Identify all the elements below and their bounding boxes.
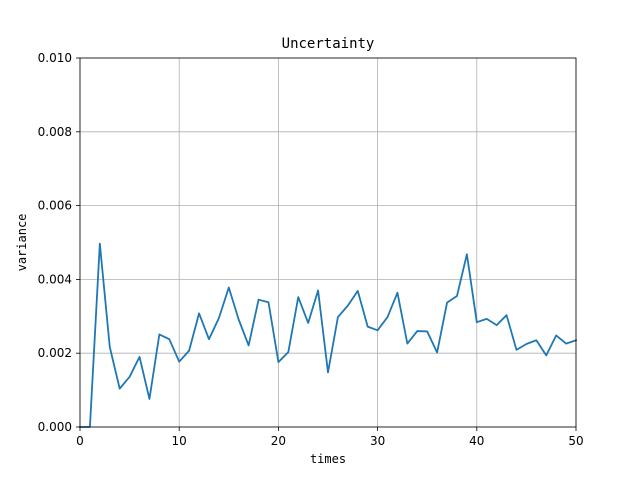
x-tick-label: 30 <box>370 434 385 448</box>
y-tick-label: 0.002 <box>38 346 72 360</box>
y-tick-label: 0.000 <box>38 420 72 434</box>
x-tick-label: 50 <box>568 434 583 448</box>
x-tick-label: 10 <box>172 434 187 448</box>
y-tick-label: 0.006 <box>38 199 72 213</box>
x-axis-label: times <box>310 452 346 466</box>
chart-title: Uncertainty <box>282 36 375 52</box>
plot-series <box>79 242 578 428</box>
y-tick-label: 0.010 <box>38 51 72 65</box>
x-tick-label: 0 <box>76 434 84 448</box>
y-tick-label: 0.004 <box>38 272 72 286</box>
axes-frame <box>79 57 577 428</box>
axis-ticks: 0 10 20 30 40 50 0.000 0.002 0.004 0.006 0.008 0.01… <box>38 51 584 448</box>
y-tick-label: 0.008 <box>38 125 72 139</box>
y-axis-label: variance <box>15 214 29 272</box>
x-tick-label: 20 <box>271 434 286 448</box>
series-line <box>79 242 578 428</box>
x-tick-label: 40 <box>469 434 484 448</box>
